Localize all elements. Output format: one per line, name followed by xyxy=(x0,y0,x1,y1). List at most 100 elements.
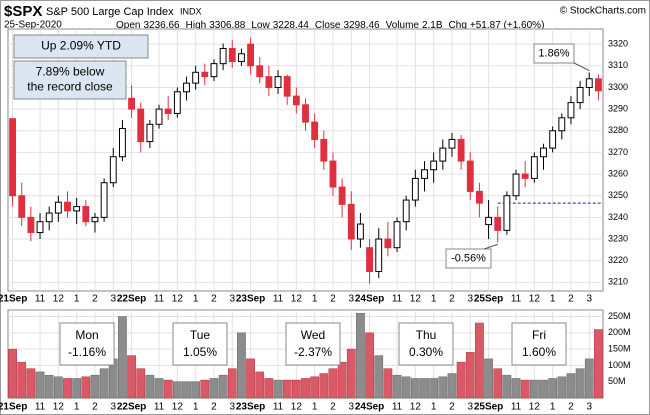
daily-change-value: 1.05% xyxy=(183,345,217,359)
x-tick-label: 1 xyxy=(193,294,199,305)
volume-bar xyxy=(246,358,255,399)
volume-bar xyxy=(493,368,503,399)
volume-bar xyxy=(145,374,155,399)
x-tick-label: 2 xyxy=(330,294,336,305)
quote-value: 2.1B xyxy=(422,20,443,31)
annotation-text: 1.86% xyxy=(538,47,569,59)
candle-body xyxy=(237,53,245,62)
volume-bar xyxy=(401,376,411,399)
candle-body xyxy=(356,223,364,240)
candle-body xyxy=(457,138,465,162)
quote-label: Volume xyxy=(386,20,420,31)
volume-bar xyxy=(81,376,91,399)
exchange: INDX xyxy=(180,6,202,16)
volume-bar xyxy=(365,332,374,399)
volume-bar xyxy=(72,378,82,399)
daily-change-day: Fri xyxy=(532,328,546,342)
x-tick-label: 1 xyxy=(193,402,199,413)
candle-body xyxy=(567,102,575,119)
x-tick-label: 22Sep xyxy=(117,402,146,413)
quote-value: 3306.88 xyxy=(209,20,246,31)
x-tick-label: 1 xyxy=(74,402,80,413)
x-tick-label: 3 xyxy=(229,294,235,305)
x-tick-label: 12 xyxy=(53,402,65,413)
candle-body xyxy=(421,169,428,179)
annotation-arrow xyxy=(483,243,498,250)
volume-bar xyxy=(383,368,393,399)
candle-body xyxy=(274,76,282,88)
volume-bar xyxy=(273,379,283,399)
candle-body xyxy=(18,195,26,218)
x-tick-label: 24Sep xyxy=(355,294,384,305)
candle-body xyxy=(118,127,126,158)
volume-bar xyxy=(118,316,127,399)
x-tick-label: 12 xyxy=(529,402,541,413)
volume-bar xyxy=(420,378,429,399)
volume-bar xyxy=(520,379,530,399)
volume-bar xyxy=(136,368,146,399)
y-tick-label: 3230 xyxy=(608,233,628,243)
y-tick-label: 100M xyxy=(608,360,631,370)
daily-change-day: Tue xyxy=(190,328,211,342)
x-tick-label: 25Sep xyxy=(474,402,503,413)
candle-body xyxy=(64,201,71,212)
volume-bar xyxy=(456,361,466,399)
volume-bar xyxy=(182,381,191,399)
x-tick-label: 1 xyxy=(312,294,318,305)
candle-body xyxy=(503,195,511,231)
candle-body xyxy=(82,206,90,223)
volume-bar xyxy=(502,374,512,399)
x-tick-label: 24Sep xyxy=(355,402,384,413)
y-tick-label: 3300 xyxy=(608,82,628,92)
x-tick-label: 3 xyxy=(229,402,235,413)
candle-body xyxy=(302,104,309,123)
candle-body xyxy=(347,203,355,240)
quote-label: High xyxy=(186,20,207,31)
y-tick-label: 3220 xyxy=(608,255,628,265)
volume-bar xyxy=(319,373,329,399)
copyright: © StockCharts.com xyxy=(560,6,646,17)
x-tick-label: 2 xyxy=(211,294,217,305)
symbol: $SPX xyxy=(4,3,42,20)
candle-body xyxy=(329,160,337,188)
candle-body xyxy=(311,121,319,140)
x-tick-label: 3 xyxy=(348,402,354,413)
x-tick-label: 12 xyxy=(291,294,303,305)
candle-body xyxy=(265,76,273,88)
y-tick-label: 3260 xyxy=(608,168,628,178)
candle-body xyxy=(485,216,493,226)
daily-change-box xyxy=(511,322,567,366)
volume-bar xyxy=(557,376,567,399)
volume-bar xyxy=(465,352,475,399)
volume-bar xyxy=(584,358,594,399)
x-tick-label: 1 xyxy=(550,294,556,305)
candle-body xyxy=(283,76,291,97)
volume-bar xyxy=(410,378,420,399)
daily-change-day: Thu xyxy=(416,328,437,342)
candle-body xyxy=(91,216,99,223)
candle-body xyxy=(585,78,593,88)
x-tick-label: 2 xyxy=(568,402,574,413)
daily-change-day: Mon xyxy=(75,328,98,342)
volume-bar xyxy=(392,374,402,399)
candle-body xyxy=(448,138,456,149)
volume-bar xyxy=(99,368,109,399)
x-tick-label: 1 xyxy=(74,294,80,305)
candle-body xyxy=(128,97,136,110)
candle-body xyxy=(27,216,35,234)
x-tick-label: 1 xyxy=(431,294,437,305)
candle-body xyxy=(109,156,117,184)
y-tick-label: 3270 xyxy=(608,147,628,157)
x-tick-label: 1 xyxy=(550,402,556,413)
x-tick-label: 2 xyxy=(568,294,574,305)
volume-bar xyxy=(17,361,27,399)
candle-body xyxy=(183,82,190,93)
volume-bar xyxy=(44,374,54,399)
candle-body xyxy=(384,238,392,249)
y-tick-label: 3310 xyxy=(608,60,628,70)
annotation-text: 7.89% below xyxy=(36,65,105,79)
volume-bar xyxy=(447,373,457,399)
volume-bar xyxy=(475,322,484,399)
candle-body xyxy=(494,216,502,231)
